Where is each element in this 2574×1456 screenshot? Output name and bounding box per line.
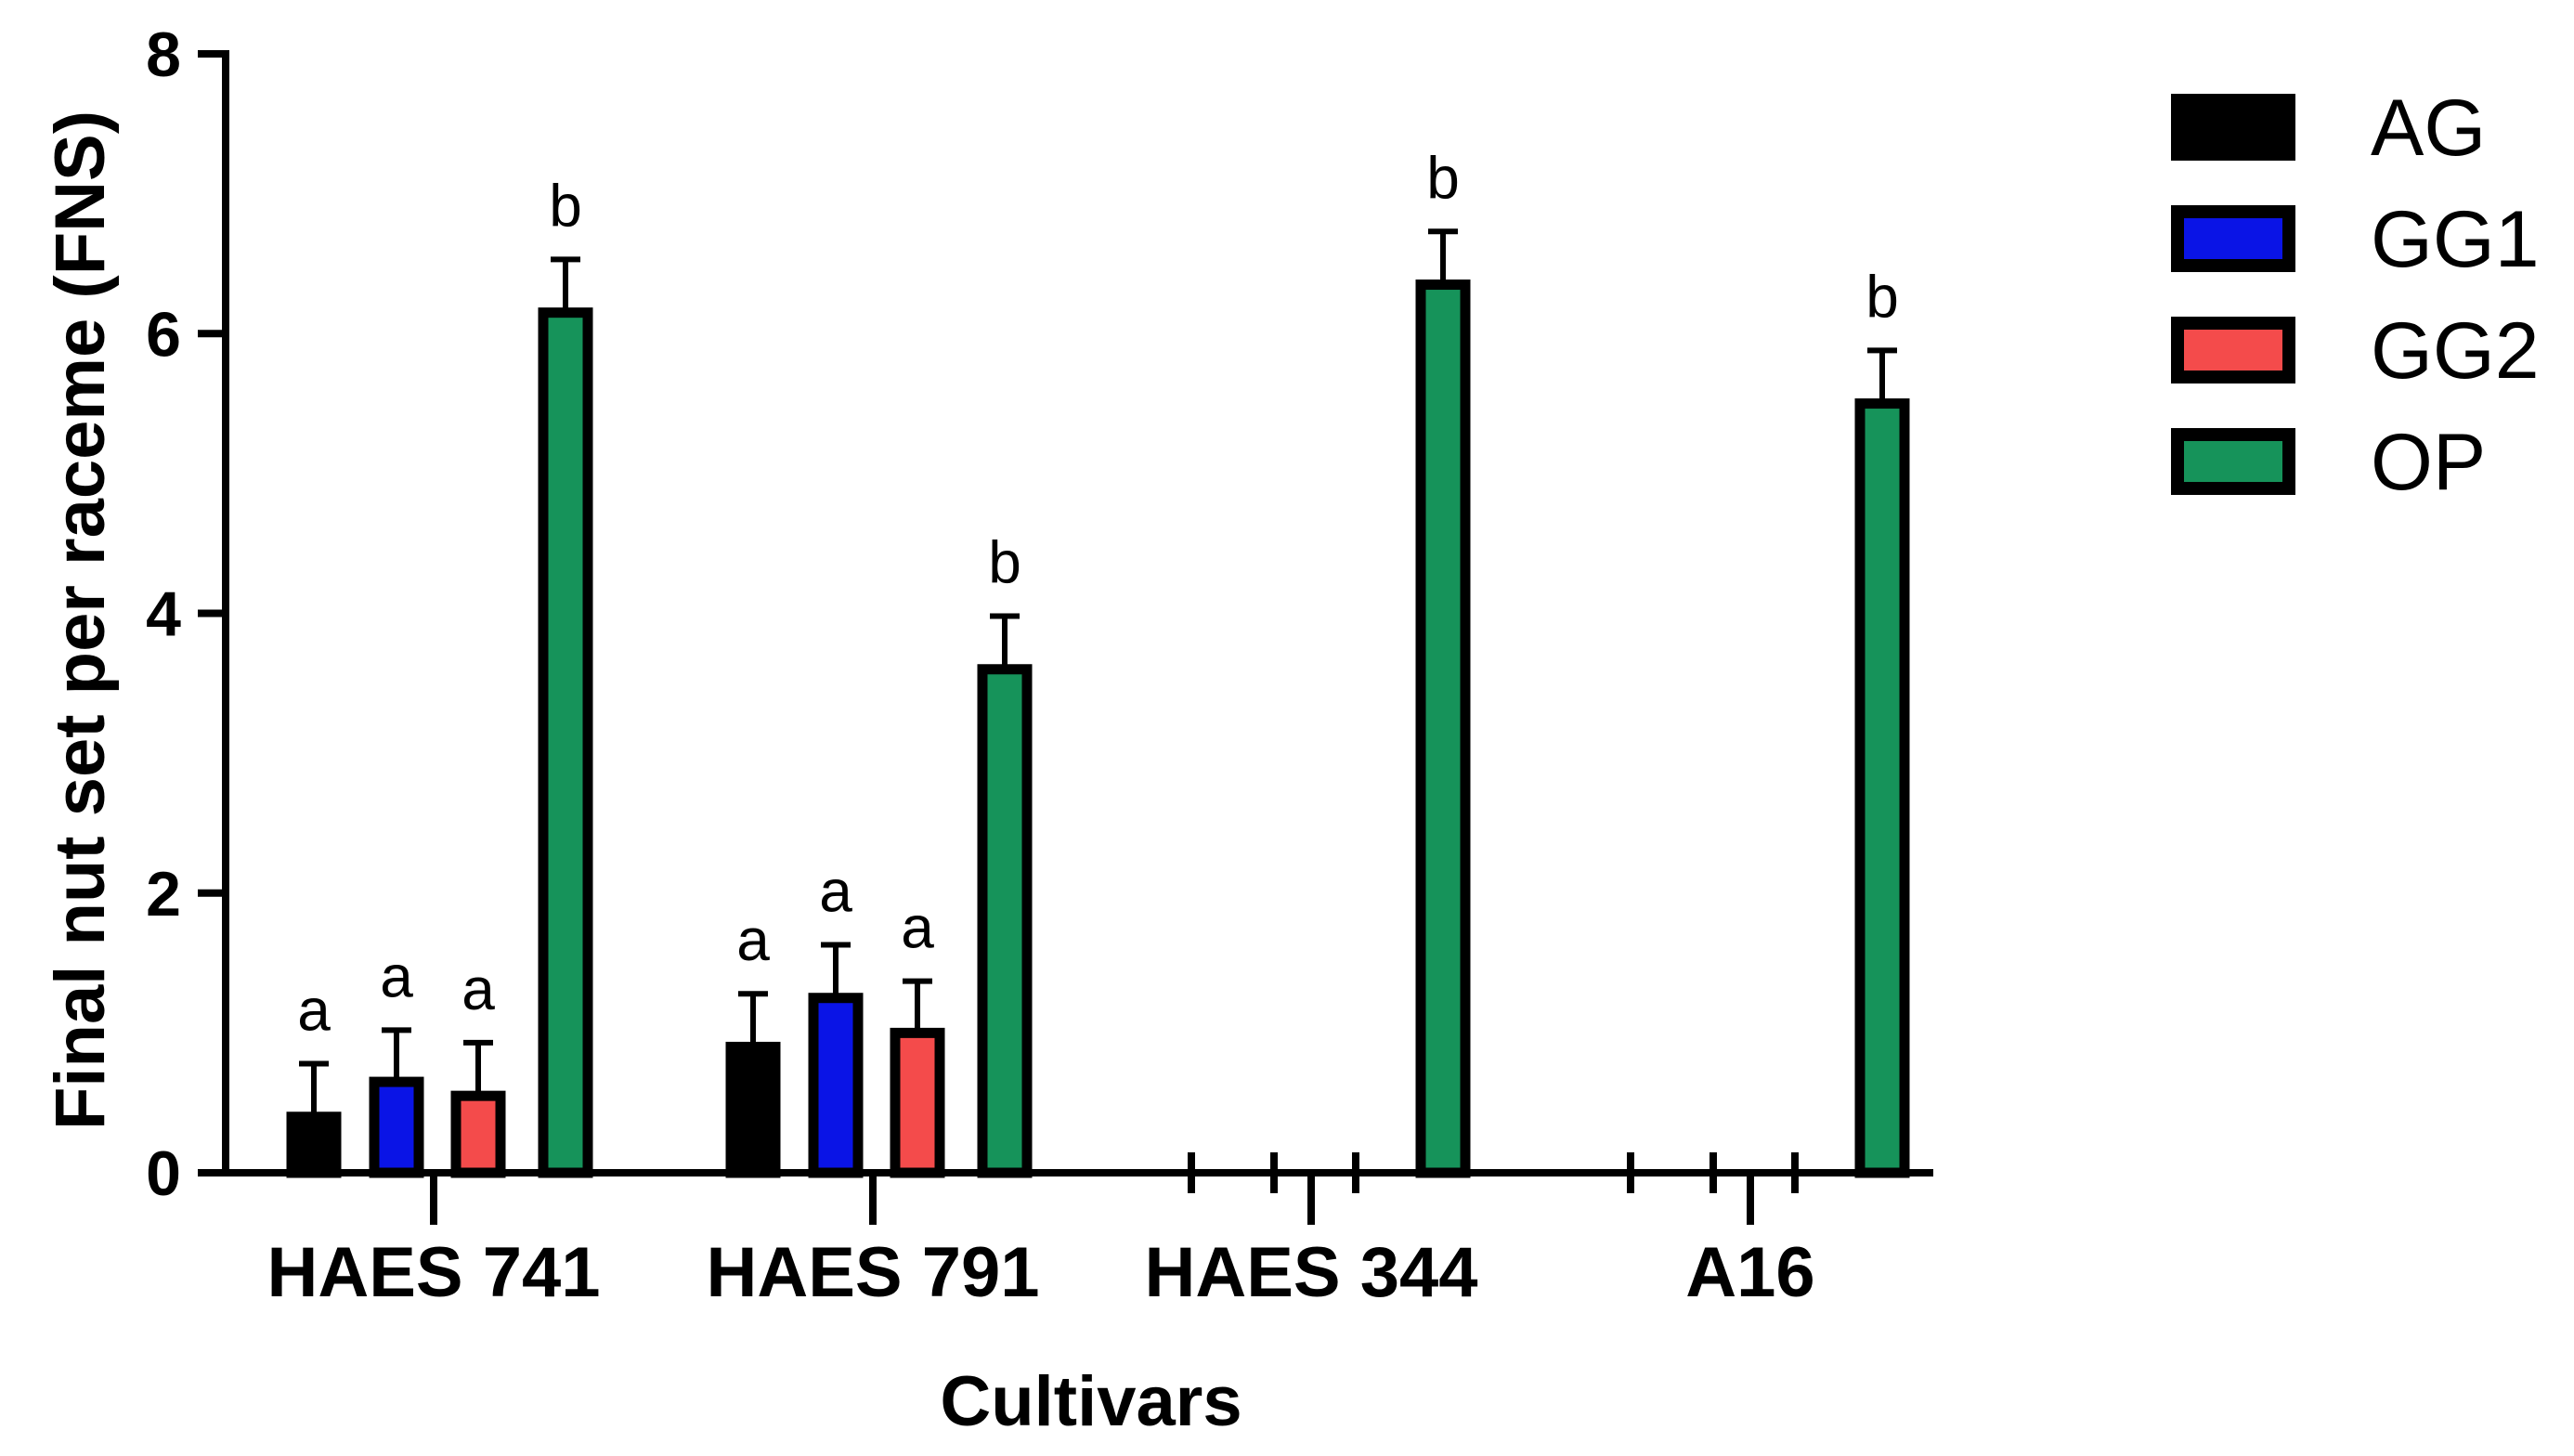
bar-op-2 bbox=[1415, 280, 1471, 1178]
legend: AG GG1 GG2 OP bbox=[2171, 84, 2540, 507]
legend-swatch-op bbox=[2171, 428, 2295, 495]
bar-ag-1 bbox=[725, 1041, 781, 1178]
legend-swatch-gg2 bbox=[2171, 317, 2295, 384]
x-tick-label: HAES 791 bbox=[706, 1233, 1039, 1312]
y-axis-title: Final nut set per raceme (FNS) bbox=[41, 110, 120, 1130]
y-tick-label: 6 bbox=[146, 299, 181, 370]
y-tick-label: 4 bbox=[146, 579, 181, 650]
significance-label: b bbox=[1426, 144, 1460, 211]
y-tick-label: 2 bbox=[146, 859, 181, 930]
significance-label: a bbox=[462, 956, 495, 1022]
y-tick-label: 0 bbox=[146, 1138, 181, 1209]
legend-swatch-ag bbox=[2171, 94, 2295, 161]
legend-swatch-gg1 bbox=[2171, 205, 2295, 272]
bar-op-3 bbox=[1854, 398, 1910, 1178]
legend-label-gg2: GG2 bbox=[2371, 306, 2540, 396]
bar-gg2-0 bbox=[450, 1090, 506, 1178]
bar-ag-0 bbox=[286, 1112, 342, 1178]
significance-label: b bbox=[1866, 263, 1899, 330]
significance-label: a bbox=[736, 906, 770, 973]
bar-gg1-1 bbox=[808, 993, 864, 1178]
legend-label-op: OP bbox=[2371, 418, 2486, 507]
x-tick-label: HAES 344 bbox=[1144, 1233, 1477, 1312]
x-axis-title: Cultivars bbox=[940, 1362, 1242, 1441]
significance-label: b bbox=[988, 529, 1021, 596]
bar-gg1-0 bbox=[369, 1076, 424, 1178]
significance-label: a bbox=[901, 894, 934, 961]
significance-label: a bbox=[297, 977, 331, 1044]
bar-op-1 bbox=[977, 664, 1033, 1178]
legend-label-ag: AG bbox=[2371, 84, 2486, 173]
x-tick-label: A16 bbox=[1685, 1233, 1814, 1312]
bar-op-0 bbox=[538, 307, 593, 1178]
x-tick-label: HAES 741 bbox=[266, 1233, 600, 1312]
legend-label-gg1: GG1 bbox=[2371, 195, 2540, 284]
significance-label: a bbox=[380, 942, 413, 1009]
bar-gg2-1 bbox=[890, 1027, 945, 1178]
significance-label: b bbox=[549, 172, 582, 239]
significance-label: a bbox=[819, 857, 852, 924]
y-tick-label: 8 bbox=[146, 20, 181, 90]
